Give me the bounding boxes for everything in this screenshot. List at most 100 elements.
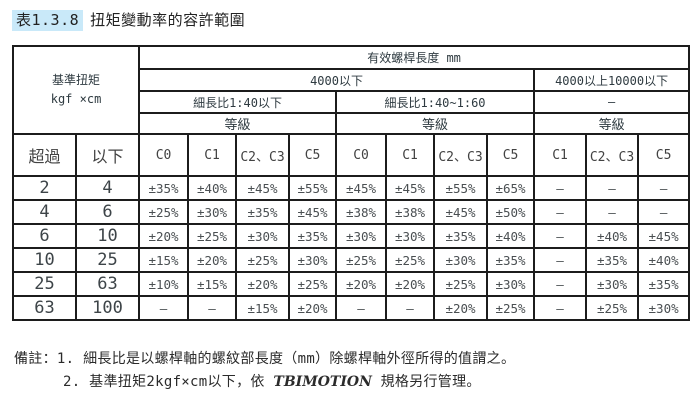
grade-col-header: C2、C3 [585,133,640,177]
notes-label: 備註： [14,351,57,367]
tolerance-value-cell: ±25% [288,271,338,297]
tolerance-value-cell: ±55% [433,175,489,201]
tolerance-value-cell: ±20% [138,223,190,249]
table-row: 25 63 ±10% ±15% ±20% ±25% ±20% ±20% ±25% ±30% — ±30… [12,271,691,297]
grade-col-header: C5 [486,133,536,177]
grade-header-1: 等級 [138,112,338,135]
tolerance-value-cell: — [637,199,691,225]
header-row-length-groups: 4000以下 4000以上10000以下 [13,68,691,92]
tolerance-value-cell: ±35% [585,247,640,273]
tolerance-value-cell: ±45% [385,175,436,201]
tolerance-value-cell: ±15% [138,247,190,273]
tolerance-value-cell: — [637,175,691,201]
tolerance-value-cell: ±25% [385,247,436,273]
tolerance-value-cell: ±40% [637,247,691,273]
tolerance-value-cell: ±50% [486,199,536,225]
tolerance-value-cell: — [533,223,588,249]
under-cell: 25 [74,247,141,273]
grade-col-header: C2、C3 [433,133,489,177]
tolerance-value-cell: ±10% [138,271,190,297]
header-row-columns: 超過 以下 C0 C1 C2、C3 C5 C0 C1 C2、C3 C5 C1 C… [12,133,691,177]
tolerance-value-cell: ±25% [585,295,640,321]
tolerance-value-cell: — [335,295,388,321]
over-cell: 10 [12,247,77,273]
tolerance-value-cell: ±45% [335,175,388,201]
grade-col-header: C5 [288,133,338,177]
table-row: 4 6 ±25% ±30% ±35% ±45% ±38% ±38% ±45% ±50% — — — [12,199,691,225]
table-row: 2 4 ±35% ±40% ±45% ±55% ±45% ±45% ±55% ±65% — — — [12,175,691,201]
tolerance-value-cell: — [585,175,640,201]
length-group-4000-10000: 4000以上10000以下 [533,68,691,92]
tolerance-value-cell: ±30% [385,223,436,249]
note-1-text: 1. 細長比是以螺桿軸的螺紋部長度（mm）除螺桿軸外徑所得的值謂之。 [56,351,516,367]
corner-title: 基準扭矩 [52,73,101,88]
note-line-2: 2. 基準扭矩2kgf×cm以下，依 TBIMOTION 規格另行管理。 [14,371,515,394]
tolerance-value-cell: ±45% [637,223,691,249]
under-column-header: 以下 [74,133,141,177]
tolerance-value-cell: ±30% [585,271,640,297]
slenderness-group-1: 細長比1:40以下 [138,90,338,114]
brand-name: TBIMOTION [273,374,372,390]
grade-col-header: C5 [637,133,691,177]
tolerance-value-cell: ±30% [637,295,691,321]
grade-col-header: C0 [138,133,190,177]
tolerance-value-cell: ±30% [433,247,489,273]
tolerance-value-cell: ±30% [187,199,238,225]
tolerance-value-cell: ±20% [235,271,291,297]
tolerance-value-cell: ±15% [235,295,291,321]
over-cell: 4 [12,199,77,225]
tolerance-value-cell: ±30% [288,247,338,273]
tolerance-value-cell: ±38% [385,199,436,225]
tolerance-value-cell: ±30% [335,223,388,249]
tolerance-value-cell: — [585,199,640,225]
table-row: 63 100— — ±15% ±20% — — ±20% ±25% — ±25% ±30% [12,295,691,321]
tolerance-value-cell: — [533,247,588,273]
slenderness-group-3: — [533,90,691,114]
notes: 備註：1. 細長比是以螺桿軸的螺紋部長度（mm）除螺桿軸外徑所得的值謂之。 2.… [14,348,515,394]
tolerance-value-cell: ±20% [288,295,338,321]
tolerance-value-cell: ±35% [235,199,291,225]
tolerance-value-cell: ±30% [486,271,536,297]
tolerance-value-cell: ±38% [335,199,388,225]
table-title-text: 扭矩變動率的容許範圍 [90,11,246,29]
slenderness-group-2: 細長比1:40~1:60 [335,90,536,114]
grade-col-header: C0 [335,133,388,177]
tolerance-value-cell: ±40% [187,175,238,201]
tolerance-value-cell: ±25% [138,199,190,225]
grade-header-3: 等級 [533,112,691,135]
effective-length-header: 有效螺桿長度 mm [138,45,691,70]
note-line-1: 備註：1. 細長比是以螺桿軸的螺紋部長度（mm）除螺桿軸外徑所得的值謂之。 [14,348,515,371]
tolerance-value-cell: — [533,199,588,225]
tolerance-value-cell: ±35% [637,271,691,297]
header-row-effective-length: 基準扭矩 kgf ×cm 有效螺桿長度 mm [11,45,691,135]
header-row-grade: 等級 等級 等級 [13,112,691,135]
tolerance-value-cell: ±35% [138,175,190,201]
tolerance-value-cell: — [385,295,436,321]
tolerance-value-cell: ±30% [235,223,291,249]
table-body: 2 4 ±35% ±40% ±45% ±55% ±45% ±45% ±55% ±65% — — —4 6 ±… [12,175,691,321]
tolerance-value-cell: — [533,295,588,321]
tolerance-value-cell: ±15% [187,271,238,297]
tolerance-value-cell: ±25% [433,271,489,297]
over-column-header: 超過 [12,133,77,177]
page-title: 表1.3.8 扭矩變動率的容許範圍 [12,9,246,31]
over-cell: 2 [12,175,77,201]
grade-col-header: C1 [533,133,588,177]
tolerance-value-cell: ±45% [235,175,291,201]
tolerance-value-cell: ±25% [486,295,536,321]
under-cell: 63 [74,271,141,297]
grade-col-header: C1 [187,133,238,177]
tolerance-value-cell: ±20% [335,271,388,297]
over-cell: 25 [12,271,77,297]
tolerance-value-cell: ±35% [288,223,338,249]
under-cell: 100 [74,295,141,321]
grade-header-2: 等級 [335,112,536,135]
tolerance-value-cell: ±20% [433,295,489,321]
tolerance-value-cell: ±40% [486,223,536,249]
grade-col-header: C1 [385,133,436,177]
under-cell: 4 [74,175,141,201]
tolerance-value-cell: — [138,295,190,321]
tolerance-value-cell: ±35% [433,223,489,249]
over-cell: 63 [12,295,77,321]
